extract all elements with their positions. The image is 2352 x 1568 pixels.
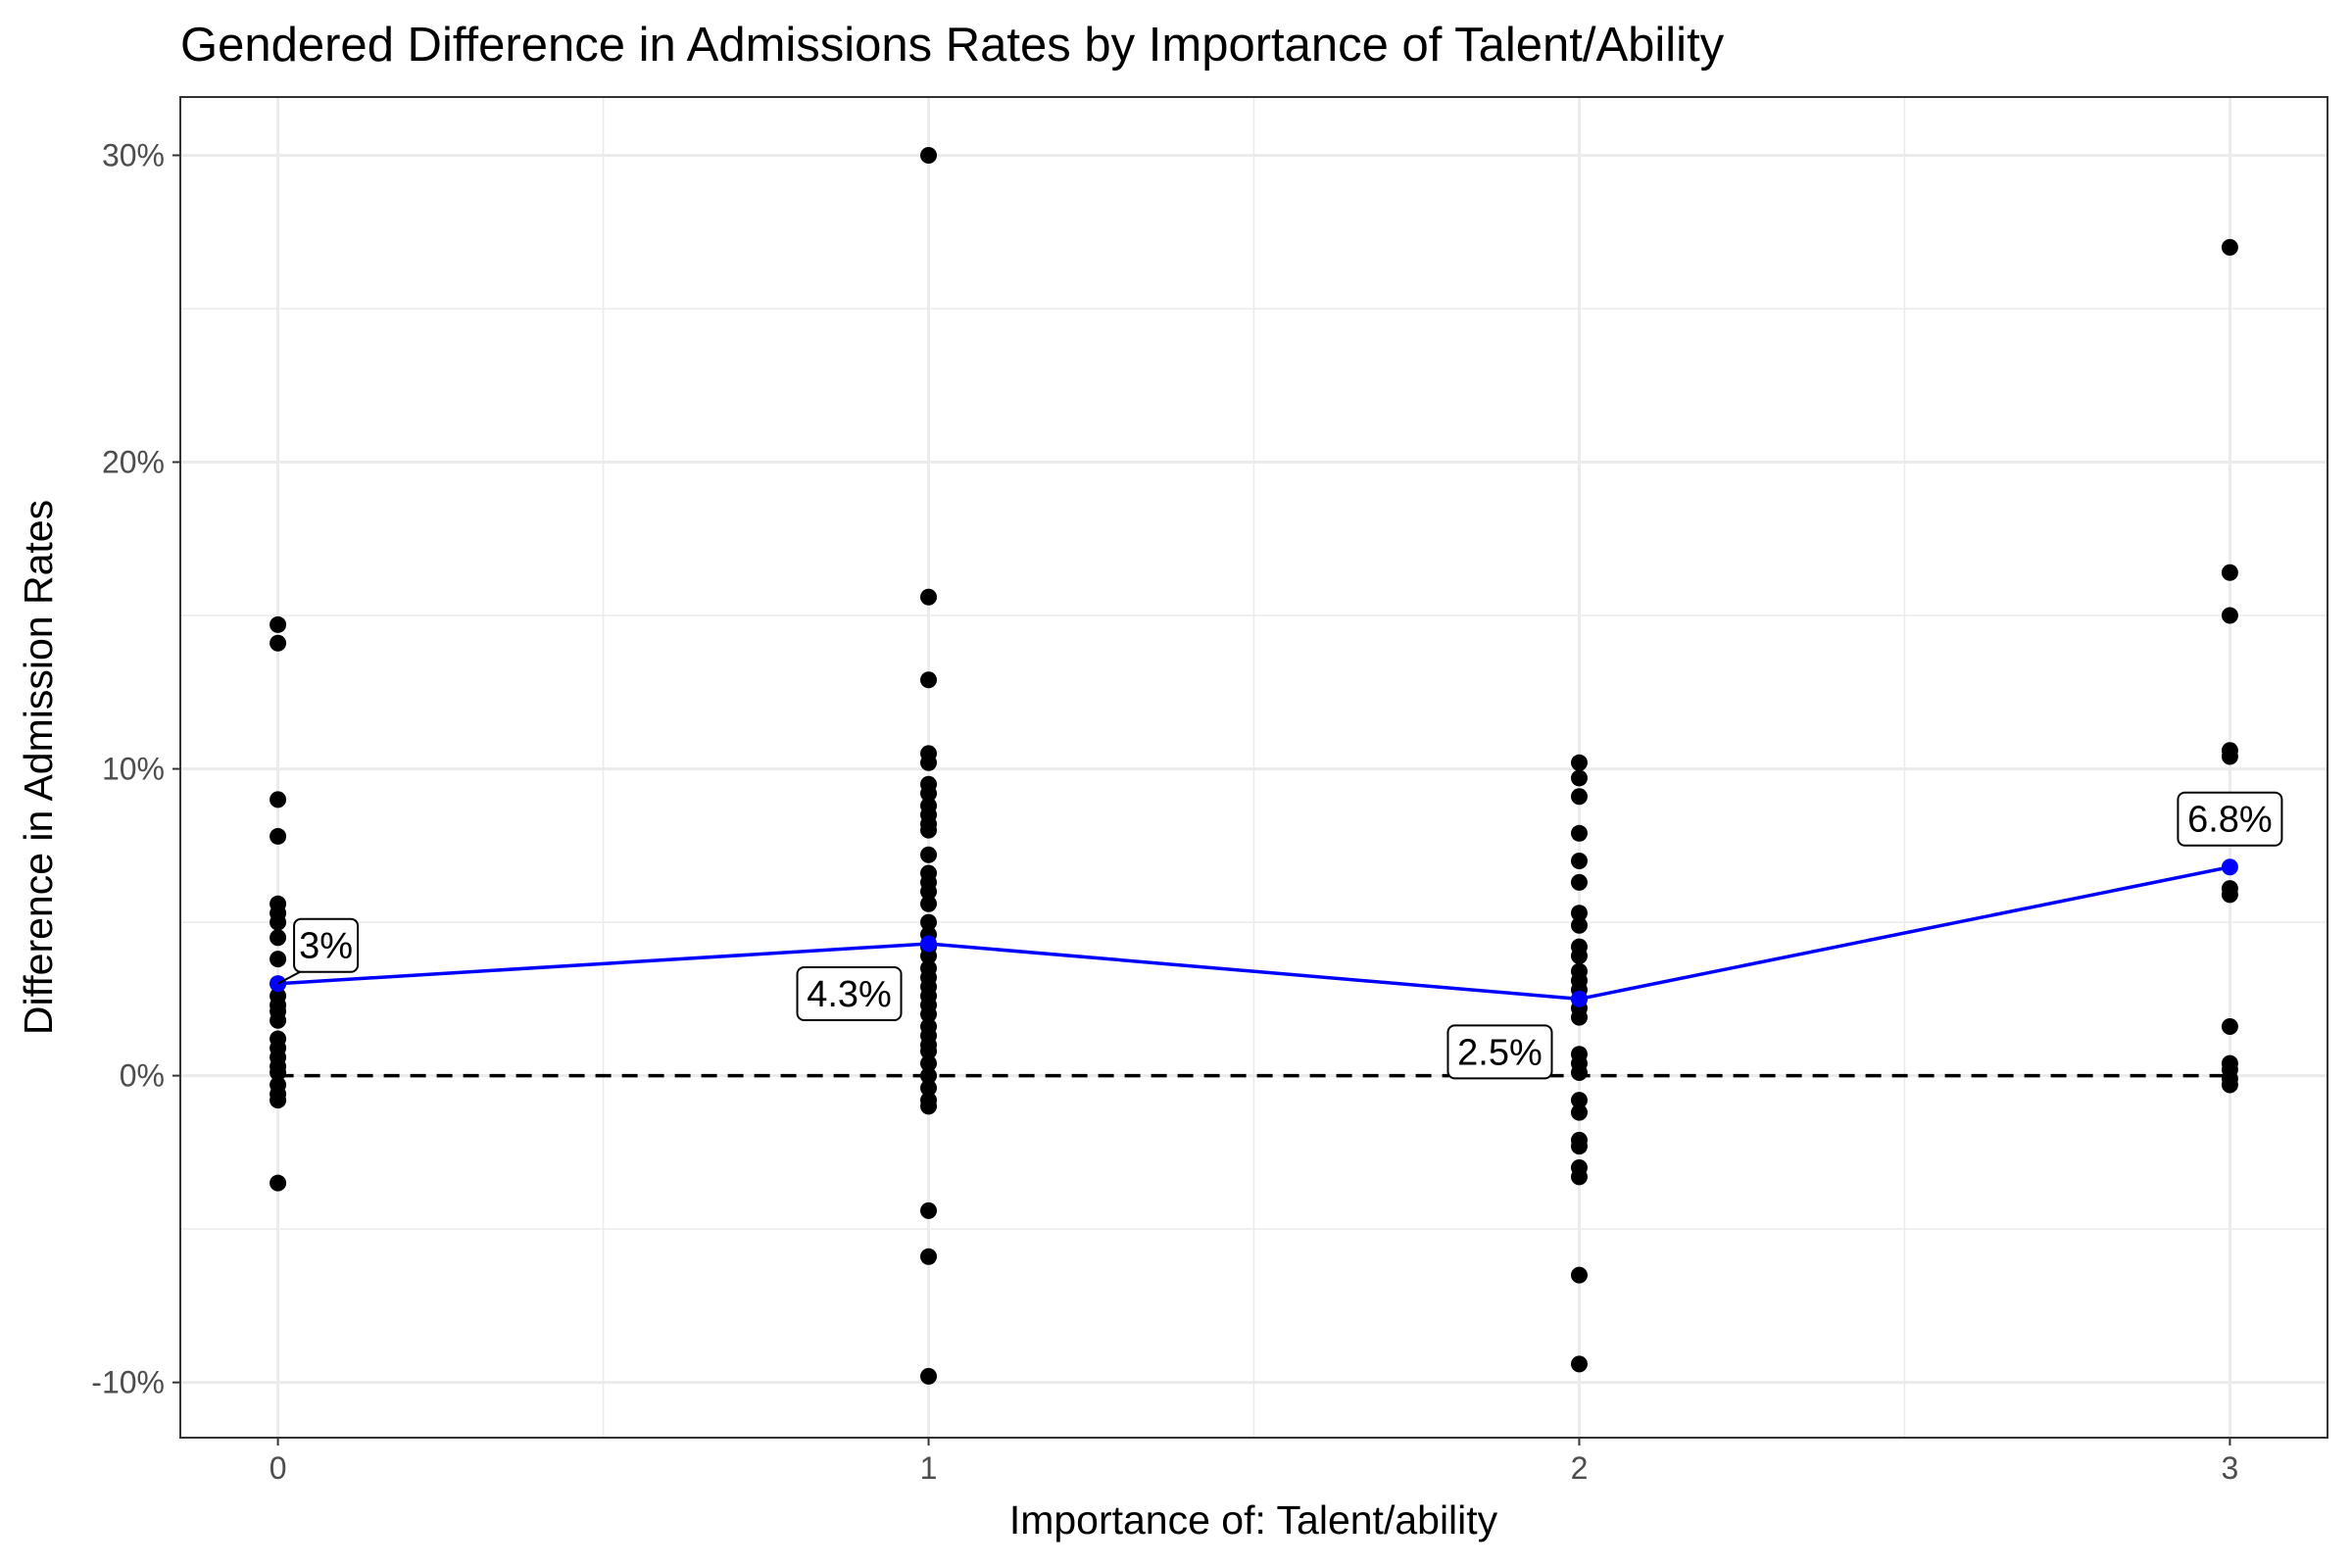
mean-label: 2.5% xyxy=(1457,1032,1543,1073)
mean-label: 3% xyxy=(299,926,353,967)
data-point xyxy=(920,895,938,912)
data-point xyxy=(270,791,287,808)
data-point xyxy=(920,588,938,606)
data-point xyxy=(920,146,938,164)
data-point xyxy=(920,1367,938,1385)
data-point xyxy=(920,913,938,931)
mean-point xyxy=(1570,990,1588,1007)
x-axis-title: Importance of: Talent/ability xyxy=(1009,1497,1498,1543)
data-point xyxy=(920,821,938,839)
data-point xyxy=(1570,916,1588,934)
data-point xyxy=(270,615,287,633)
data-point xyxy=(1570,905,1588,922)
mean-label-box xyxy=(2177,791,2283,847)
label-leader-line xyxy=(277,970,301,985)
data-point xyxy=(1570,1092,1588,1109)
data-point xyxy=(1570,852,1588,869)
mean-label: 4.3% xyxy=(807,974,892,1015)
mean-labels: 3% 4.3% 2.5% 6.8% xyxy=(277,791,2283,1080)
mean-label-box xyxy=(1446,1024,1553,1080)
data-point xyxy=(1570,1103,1588,1121)
data-point xyxy=(2221,748,2238,765)
data-point xyxy=(1570,1063,1588,1081)
data-point xyxy=(270,1174,287,1192)
x-tick-label: 1 xyxy=(920,1450,938,1486)
data-point xyxy=(2221,886,2238,904)
data-point xyxy=(920,671,938,689)
data-point xyxy=(1570,1355,1588,1373)
mean-label: 6.8% xyxy=(2187,800,2273,841)
data-point xyxy=(1570,788,1588,806)
data-point xyxy=(1570,1138,1588,1155)
data-point xyxy=(920,1098,938,1115)
grid-minor xyxy=(180,97,2328,1438)
x-axis: 0 1 2 3 xyxy=(270,1438,2239,1486)
data-point xyxy=(1570,769,1588,787)
y-axis-title: Difference in Admission Rates xyxy=(16,500,61,1035)
data-point xyxy=(2221,238,2238,256)
y-tick-label: 0% xyxy=(120,1058,165,1094)
data-point xyxy=(920,883,938,901)
data-point xyxy=(920,1005,938,1023)
data-point xyxy=(1570,1008,1588,1026)
mean-point xyxy=(920,935,938,953)
y-tick-label: 10% xyxy=(102,752,165,787)
data-point xyxy=(270,913,287,931)
data-point xyxy=(270,827,287,845)
data-point xyxy=(1570,824,1588,842)
data-point xyxy=(920,1067,938,1085)
data-point xyxy=(920,754,938,771)
y-tick-label: 20% xyxy=(102,445,165,480)
data-point xyxy=(270,929,287,947)
y-axis: -10% 0% 10% 20% 30% xyxy=(91,137,180,1400)
y-tick-label: 30% xyxy=(102,137,165,172)
mean-label-box xyxy=(293,917,360,973)
data-point xyxy=(920,1043,938,1060)
data-point xyxy=(270,634,287,652)
data-point xyxy=(920,1079,938,1097)
data-point xyxy=(2221,564,2238,581)
data-point xyxy=(920,846,938,863)
data-point xyxy=(1570,1168,1588,1186)
data-point xyxy=(920,1248,938,1265)
data-point xyxy=(920,1054,938,1072)
x-tick-label: 3 xyxy=(2222,1450,2239,1486)
mean-label-box xyxy=(796,966,903,1021)
data-point xyxy=(920,1201,938,1219)
mean-point xyxy=(2221,858,2238,876)
data-point xyxy=(2221,607,2238,624)
data-point xyxy=(270,1063,287,1081)
data-point xyxy=(2221,1018,2238,1036)
data-point xyxy=(270,1011,287,1029)
data-point xyxy=(920,785,938,803)
data-point xyxy=(270,951,287,968)
y-tick-label: -10% xyxy=(91,1365,165,1400)
data-point xyxy=(2221,1076,2238,1094)
x-tick-label: 2 xyxy=(1571,1450,1589,1486)
x-tick-label: 0 xyxy=(270,1450,287,1486)
data-points xyxy=(270,146,2238,1385)
data-point xyxy=(920,948,938,965)
plot-border xyxy=(179,96,2328,1439)
data-point xyxy=(1570,1266,1588,1284)
chart-title: Gendered Difference in Admissions Rates … xyxy=(180,19,1725,72)
mean-line xyxy=(277,865,2230,1002)
data-point xyxy=(1570,948,1588,965)
data-point xyxy=(270,1092,287,1109)
data-point xyxy=(1570,873,1588,891)
data-point xyxy=(1570,754,1588,771)
